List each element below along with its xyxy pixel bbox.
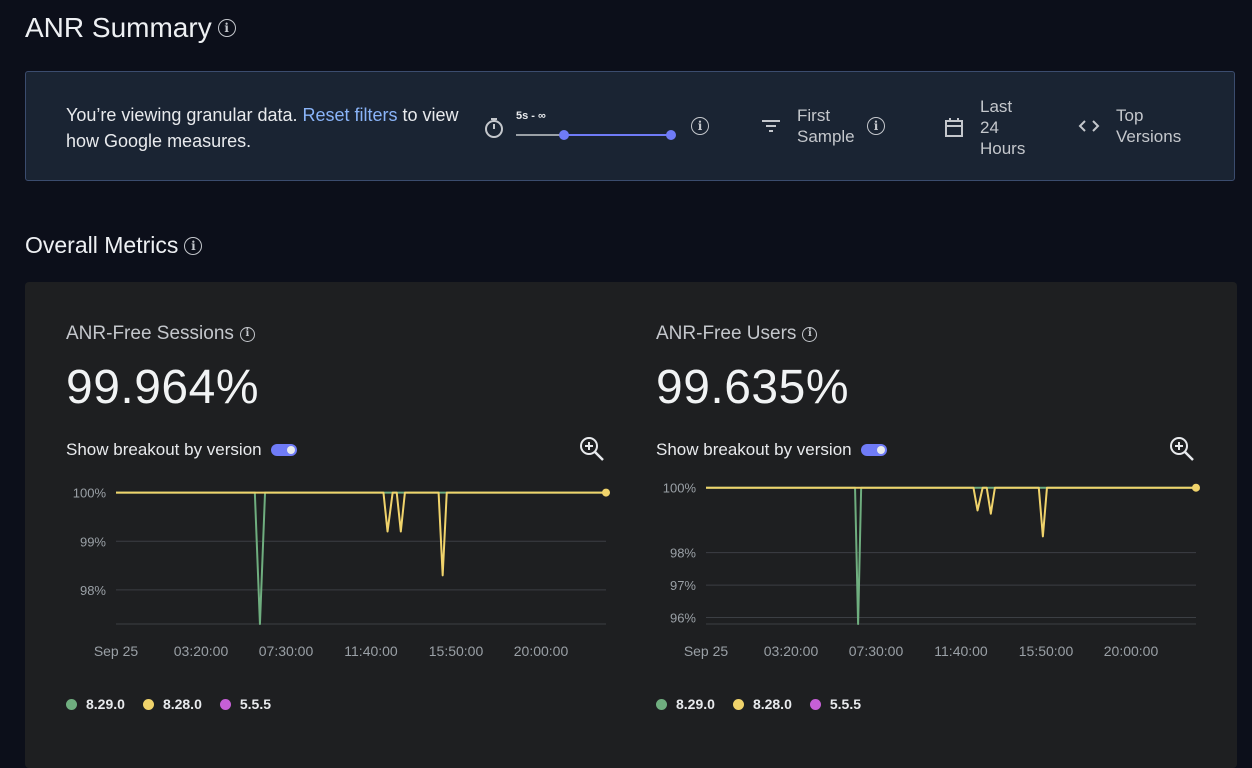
filter-icon	[762, 120, 780, 132]
x-tick-label: 07:30:00	[259, 643, 314, 659]
zoom-in-icon[interactable]	[579, 436, 605, 462]
series-end-point	[602, 488, 610, 497]
message-text-end: to view how Google measures.	[66, 105, 459, 151]
legend-item[interactable]: 5.5.5	[219, 696, 272, 712]
filter-banner: You’re viewing granular data. Reset filt…	[25, 71, 1235, 181]
metric-value: 99.964%	[66, 361, 259, 414]
x-tick-label: 03:20:00	[174, 643, 229, 659]
legend-dot	[142, 698, 154, 710]
legend-item[interactable]: 8.29.0	[66, 696, 125, 712]
legend-label: 8.29.0	[676, 696, 715, 712]
x-tick-label: 07:30:00	[849, 643, 904, 659]
series-line-8.29.0	[706, 486, 1196, 625]
info-icon[interactable]: i	[217, 19, 236, 37]
x-tick-label: 15:50:00	[429, 643, 484, 659]
granular-data-message: You’re viewing granular data. Reset filt…	[66, 102, 466, 154]
filter-label: Last 24 Hours	[980, 97, 1026, 158]
x-tick-label: 11:40:00	[934, 643, 988, 659]
legend-item[interactable]: 8.29.0	[656, 696, 715, 712]
x-tick-label: 15:50:00	[1019, 643, 1074, 659]
breakout-toggle[interactable]	[270, 444, 297, 456]
y-tick-label: 99%	[80, 534, 106, 549]
timer-icon	[485, 118, 503, 138]
breakout-label: Show breakout by version	[656, 440, 852, 459]
metric-label-text: ANR-Free Users	[656, 323, 797, 344]
y-tick-label: 98%	[80, 583, 106, 598]
legend-dot	[809, 698, 821, 710]
first-sample-info-icon[interactable]: i	[867, 117, 885, 135]
legend-dot	[656, 698, 667, 710]
overall-metrics-card: ANR-Free Sessions i 99.964% Show breakou…	[25, 282, 1237, 768]
page-title: ANR Summary i	[25, 12, 236, 44]
info-icon[interactable]: i	[184, 236, 203, 255]
y-tick-label: 98%	[670, 546, 696, 561]
legend-label: 8.28.0	[162, 696, 202, 712]
legend-label: 8.29.0	[86, 696, 125, 712]
calendar-icon	[945, 117, 963, 137]
slider-label: 5s - ∞	[516, 110, 546, 122]
legend-dot	[219, 698, 231, 710]
filter-label: Top Versions	[1116, 106, 1182, 146]
breakout-toggle-row: Show breakout by version	[66, 440, 297, 460]
y-tick-label: 97%	[670, 578, 696, 593]
series-line-8.28.0	[116, 491, 606, 577]
x-tick-label: 11:40:00	[344, 643, 398, 659]
anr-duration-slider[interactable]: 5s - ∞	[516, 110, 676, 140]
chart-legend: 8.29.0 8.28.0 5.5.5	[656, 696, 879, 712]
section-title: Overall Metrics i	[25, 232, 203, 259]
users-chart: 100% 98% 97% 96% Sep 25 03:20:00 07:30:00 11:40…	[663, 481, 1200, 659]
legend-dot	[732, 698, 744, 710]
breakout-label: Show breakout by version	[66, 440, 262, 459]
breakout-toggle[interactable]	[860, 444, 887, 456]
slider-info-icon[interactable]: i	[691, 117, 709, 135]
y-tick-label: 96%	[670, 611, 696, 626]
filter-first-sample[interactable]: First Sample i	[761, 105, 885, 147]
code-icon	[1078, 120, 1100, 132]
legend-label: 8.28.0	[752, 696, 792, 712]
breakout-toggle-row: Show breakout by version	[656, 440, 887, 460]
chart-legend: 8.29.0 8.28.0 5.5.5	[66, 696, 289, 712]
message-text: You’re viewing granular data.	[66, 105, 303, 125]
slider-max-thumb[interactable]	[666, 130, 676, 140]
x-tick-label: 20:00:00	[514, 643, 569, 659]
x-tick-label: 03:20:00	[764, 643, 819, 659]
metric-value: 99.635%	[656, 361, 849, 414]
zoom-in-icon[interactable]	[1169, 436, 1195, 462]
filter-versions[interactable]: Top Versions	[1078, 105, 1188, 147]
x-tick-label: Sep 25	[94, 643, 139, 659]
x-tick-label: Sep 25	[684, 643, 729, 659]
section-title-text: Overall Metrics	[25, 232, 179, 258]
filter-date-range[interactable]: Last 24 Hours	[944, 96, 1032, 159]
slider-min-thumb[interactable]	[559, 130, 569, 140]
reset-filters-link[interactable]: Reset filters	[302, 105, 398, 125]
metric-label: ANR-Free Sessions i	[66, 323, 255, 345]
filter-label: First Sample	[797, 106, 855, 146]
y-tick-label: 100%	[663, 481, 697, 496]
legend-label: 5.5.5	[829, 696, 862, 712]
legend-label: 5.5.5	[239, 696, 272, 712]
page-title-text: ANR Summary	[25, 12, 212, 43]
y-tick-label: 100%	[73, 486, 107, 501]
legend-item[interactable]: 5.5.5	[809, 696, 862, 712]
legend-dot	[66, 698, 77, 710]
info-icon[interactable]: i	[802, 326, 818, 342]
metric-label-text: ANR-Free Sessions	[66, 323, 234, 344]
users-metric: ANR-Free Users i 99.635% Show breakout b…	[656, 282, 1216, 768]
sessions-chart: 100% 99% 98% Sep 25 03:20:00 07:30:00 11:40:00…	[73, 486, 610, 659]
slider-range	[564, 134, 671, 136]
series-end-point	[1192, 483, 1200, 492]
info-icon[interactable]: i	[239, 326, 255, 342]
series-line-8.28.0	[706, 486, 1196, 538]
legend-item[interactable]: 8.28.0	[732, 696, 792, 712]
legend-item[interactable]: 8.28.0	[142, 696, 202, 712]
series-line-8.29.0	[116, 491, 606, 625]
x-tick-label: 20:00:00	[1104, 643, 1159, 659]
metric-label: ANR-Free Users i	[656, 323, 818, 345]
sessions-metric: ANR-Free Sessions i 99.964% Show breakou…	[66, 282, 626, 768]
